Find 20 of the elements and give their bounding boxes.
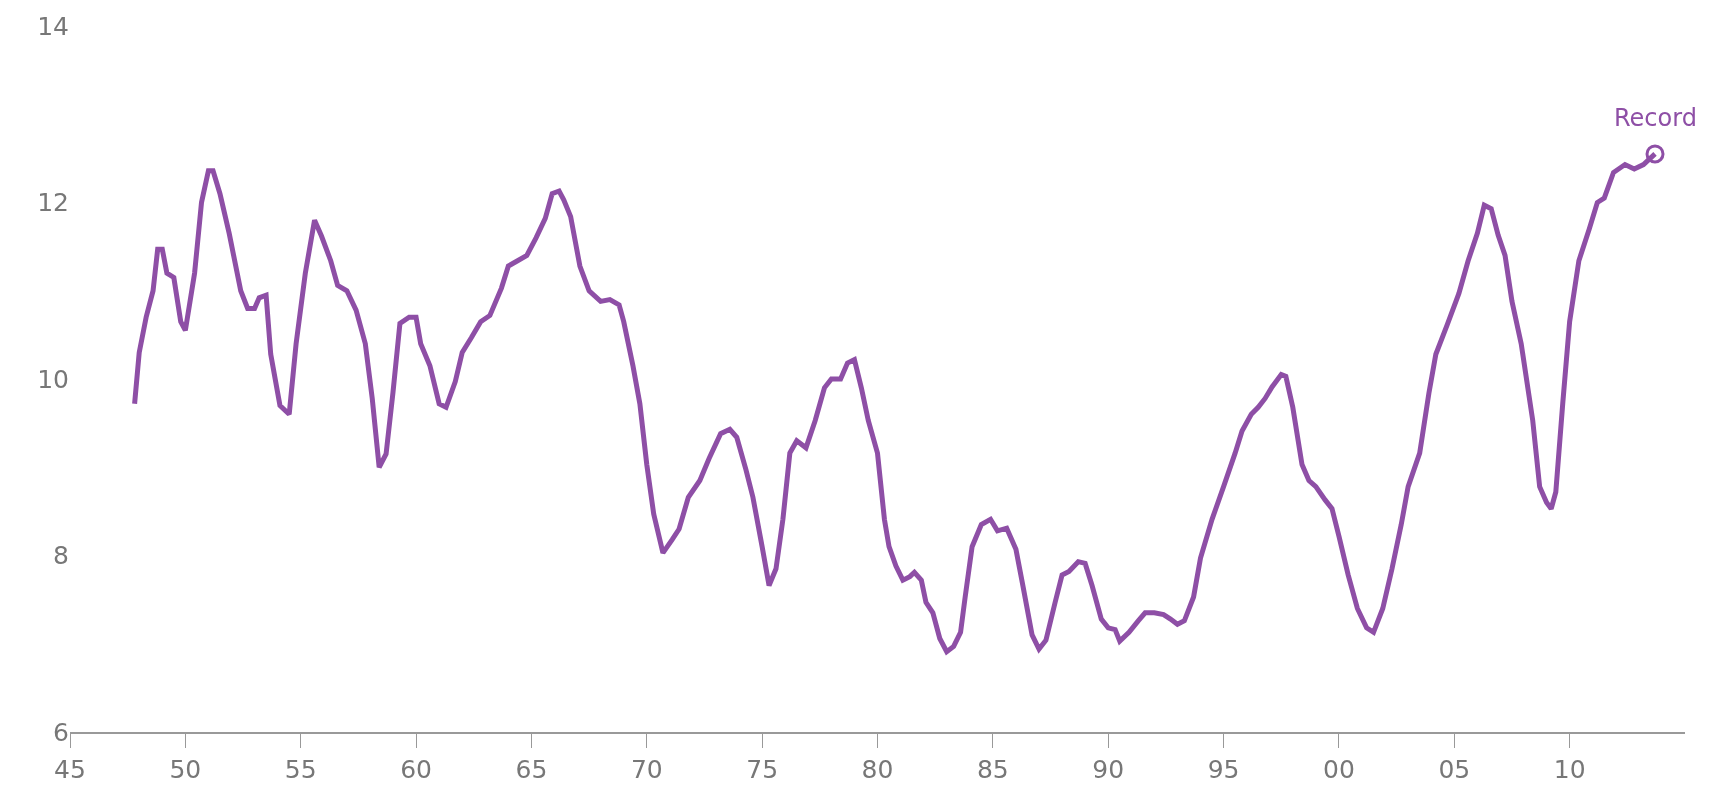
y-tick-label: 6 (53, 717, 69, 747)
y-tick-label: 14 (37, 11, 69, 41)
annotation: Record (1614, 104, 1697, 132)
x-tick-label: 70 (630, 754, 663, 784)
x-tick-label: 50 (169, 754, 202, 784)
x-tick-label: 95 (1207, 754, 1240, 784)
x-tick-label: 80 (861, 754, 894, 784)
x-tick-label: 85 (976, 754, 1009, 784)
x-tick-label: 10 (1553, 754, 1586, 784)
y-tick-label: 10 (37, 364, 69, 394)
x-tick-label: 55 (284, 754, 317, 784)
y-tick-label: 12 (37, 188, 69, 218)
x-tick-label: 60 (400, 754, 432, 784)
x-tick-label: 75 (746, 754, 779, 784)
x-tick-label: 65 (515, 754, 548, 784)
x-tick-label: 05 (1438, 754, 1471, 784)
x-tick-label: 90 (1092, 754, 1125, 784)
x-tick-label: 45 (54, 754, 86, 784)
y-tick-label: 8 (53, 541, 69, 571)
x-tick-label: 00 (1323, 754, 1355, 784)
